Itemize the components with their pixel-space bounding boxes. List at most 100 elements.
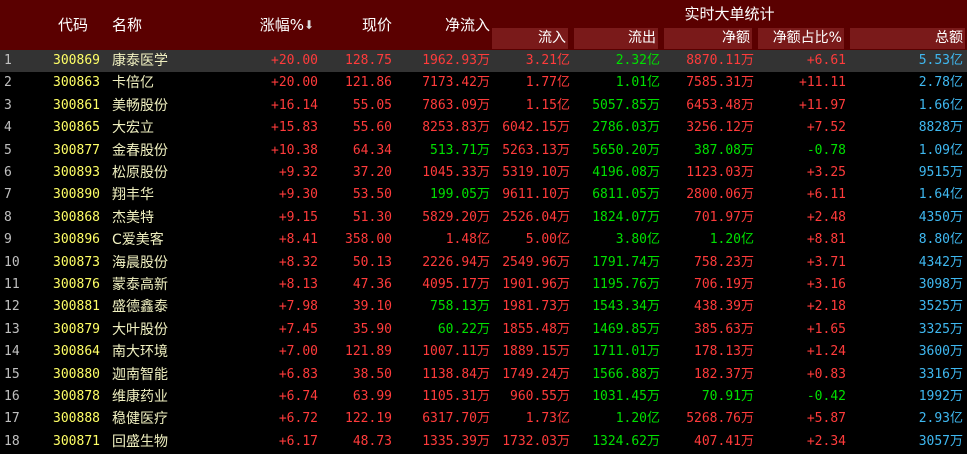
table-cell[interactable]: 8828万 [918, 120, 963, 136]
table-cell[interactable]: 1901.96万 [502, 277, 570, 292]
table-cell[interactable]: 17 [4, 411, 20, 427]
table-cell[interactable]: 1855.48万 [502, 321, 570, 337]
table-cell[interactable]: 182.37万 [694, 366, 754, 382]
table-cell[interactable]: +1.65 [806, 321, 846, 337]
table-cell[interactable]: 1732.03万 [502, 433, 570, 449]
table-cell[interactable]: 199.05万 [430, 187, 490, 203]
table-cell[interactable]: 64.34 [352, 142, 392, 158]
table-cell[interactable]: 121.86 [345, 75, 392, 91]
table-cell[interactable]: 1.48亿 [445, 232, 490, 248]
table-cell[interactable]: 37.20 [352, 165, 392, 180]
table-cell[interactable]: 1324.62万 [592, 433, 660, 449]
table-cell[interactable]: 盛德鑫泰 [112, 299, 168, 316]
table-cell[interactable]: +11.97 [799, 97, 846, 113]
table-cell[interactable]: 7585.31万 [686, 75, 754, 91]
column-header[interactable]: 代码 [58, 16, 89, 34]
table-cell[interactable]: 2 [4, 75, 12, 91]
table-cell[interactable]: 1195.76万 [592, 277, 660, 292]
table-cell[interactable]: 706.19万 [694, 277, 754, 292]
table-cell[interactable]: 128.75 [345, 53, 392, 68]
table-cell[interactable]: 4350万 [918, 209, 963, 225]
table-cell[interactable]: 300881 [53, 299, 100, 315]
table-cell[interactable]: 38.50 [352, 366, 392, 382]
table-cell[interactable]: 385.63万 [694, 321, 754, 337]
table-cell[interactable]: +7.98 [278, 299, 318, 315]
table-cell[interactable]: 1981.73万 [502, 299, 570, 315]
table-cell[interactable]: 3 [4, 97, 12, 113]
table-cell[interactable]: 178.13万 [694, 344, 754, 360]
table-cell[interactable]: 6453.48万 [686, 97, 754, 113]
table-cell[interactable]: 13 [4, 321, 20, 337]
table-cell[interactable]: 300878 [53, 389, 100, 404]
table-cell[interactable]: 3316万 [918, 366, 963, 382]
table-cell[interactable]: +6.83 [278, 366, 318, 382]
table-cell[interactable]: +8.81 [806, 232, 846, 248]
table-cell[interactable]: 1031.45万 [592, 389, 660, 404]
table-cell[interactable]: 5.53亿 [918, 53, 963, 68]
table-cell[interactable]: 南大环境 [112, 344, 168, 361]
table-cell[interactable]: 1123.03万 [686, 165, 754, 180]
table-cell[interactable]: 2.78亿 [918, 75, 963, 91]
table-cell[interactable]: 5263.13万 [502, 142, 570, 158]
table-cell[interactable]: 1.66亿 [918, 97, 963, 113]
table-cell[interactable]: 701.97万 [694, 209, 754, 225]
table-cell[interactable]: 300888 [53, 411, 100, 427]
table-cell[interactable]: 3325万 [918, 321, 963, 337]
table-cell[interactable]: 2526.04万 [502, 209, 570, 225]
table-cell[interactable]: 51.30 [352, 209, 392, 225]
table-cell[interactable]: 翔丰华 [112, 187, 154, 204]
table-cell[interactable]: -0.42 [806, 389, 846, 404]
table-cell[interactable]: 1.09亿 [918, 142, 963, 158]
table-cell[interactable]: 300890 [53, 187, 100, 203]
table-cell[interactable]: 1889.15万 [502, 344, 570, 360]
table-cell[interactable]: 维康药业 [112, 389, 168, 405]
table-cell[interactable]: 35.90 [352, 321, 392, 337]
table-cell[interactable]: 1711.01万 [592, 344, 660, 360]
table-cell[interactable]: +6.72 [278, 411, 318, 427]
table-cell[interactable]: 1469.85万 [592, 321, 660, 337]
table-cell[interactable]: -0.78 [806, 142, 846, 158]
table-cell[interactable]: 300879 [53, 321, 100, 337]
table-cell[interactable]: 2.93亿 [918, 411, 963, 427]
table-cell[interactable]: 513.71万 [430, 142, 490, 158]
table-cell[interactable]: 3256.12万 [686, 120, 754, 136]
table-cell[interactable]: 4342万 [918, 254, 963, 270]
table-cell[interactable]: +2.48 [806, 209, 846, 225]
table-cell[interactable]: 5650.20万 [592, 142, 660, 158]
table-cell[interactable]: 300893 [53, 165, 100, 180]
table-cell[interactable]: 1543.34万 [592, 299, 660, 315]
table-cell[interactable]: 70.91万 [701, 389, 754, 404]
table-cell[interactable]: 14 [4, 344, 20, 360]
column-header[interactable]: 现价 [361, 16, 392, 34]
table-cell[interactable]: 5319.10万 [502, 165, 570, 180]
table-cell[interactable]: 7173.42万 [422, 75, 490, 91]
table-cell[interactable]: 358.00 [345, 232, 392, 248]
table-cell[interactable]: 47.36 [352, 277, 392, 292]
table-cell[interactable]: 300868 [53, 209, 100, 225]
column-header[interactable]: 净额 [722, 30, 750, 46]
table-cell[interactable]: 美畅股份 [112, 97, 168, 114]
table-cell[interactable]: 2549.96万 [502, 254, 570, 270]
table-cell[interactable]: 1138.84万 [422, 366, 490, 382]
table-cell[interactable]: 300880 [53, 366, 100, 382]
column-header[interactable]: 净额占比% [772, 30, 842, 46]
column-header[interactable]: 净流入 [444, 16, 490, 34]
table-cell[interactable]: 2800.06万 [686, 187, 754, 203]
table-cell[interactable]: 4 [4, 120, 12, 136]
table-cell[interactable]: 300865 [53, 120, 100, 136]
table-cell[interactable]: +6.74 [278, 389, 318, 404]
table-cell[interactable]: 12 [4, 299, 20, 315]
table-cell[interactable]: 6 [4, 165, 12, 180]
table-cell[interactable]: +7.45 [278, 321, 318, 337]
table-cell[interactable]: C爱美客 [112, 232, 164, 249]
table-cell[interactable]: 3600万 [918, 344, 963, 360]
table-cell[interactable]: 1335.39万 [422, 433, 490, 449]
table-cell[interactable]: +8.41 [278, 232, 318, 248]
table-cell[interactable]: 5.00亿 [525, 232, 570, 248]
table-cell[interactable]: 6317.70万 [422, 411, 490, 427]
table-cell[interactable]: 1.77亿 [525, 75, 570, 91]
table-cell[interactable]: 金春股份 [112, 142, 168, 159]
table-cell[interactable]: 63.99 [352, 389, 392, 404]
table-cell[interactable]: 55.60 [352, 120, 392, 136]
table-cell[interactable]: 松原股份 [112, 165, 168, 181]
